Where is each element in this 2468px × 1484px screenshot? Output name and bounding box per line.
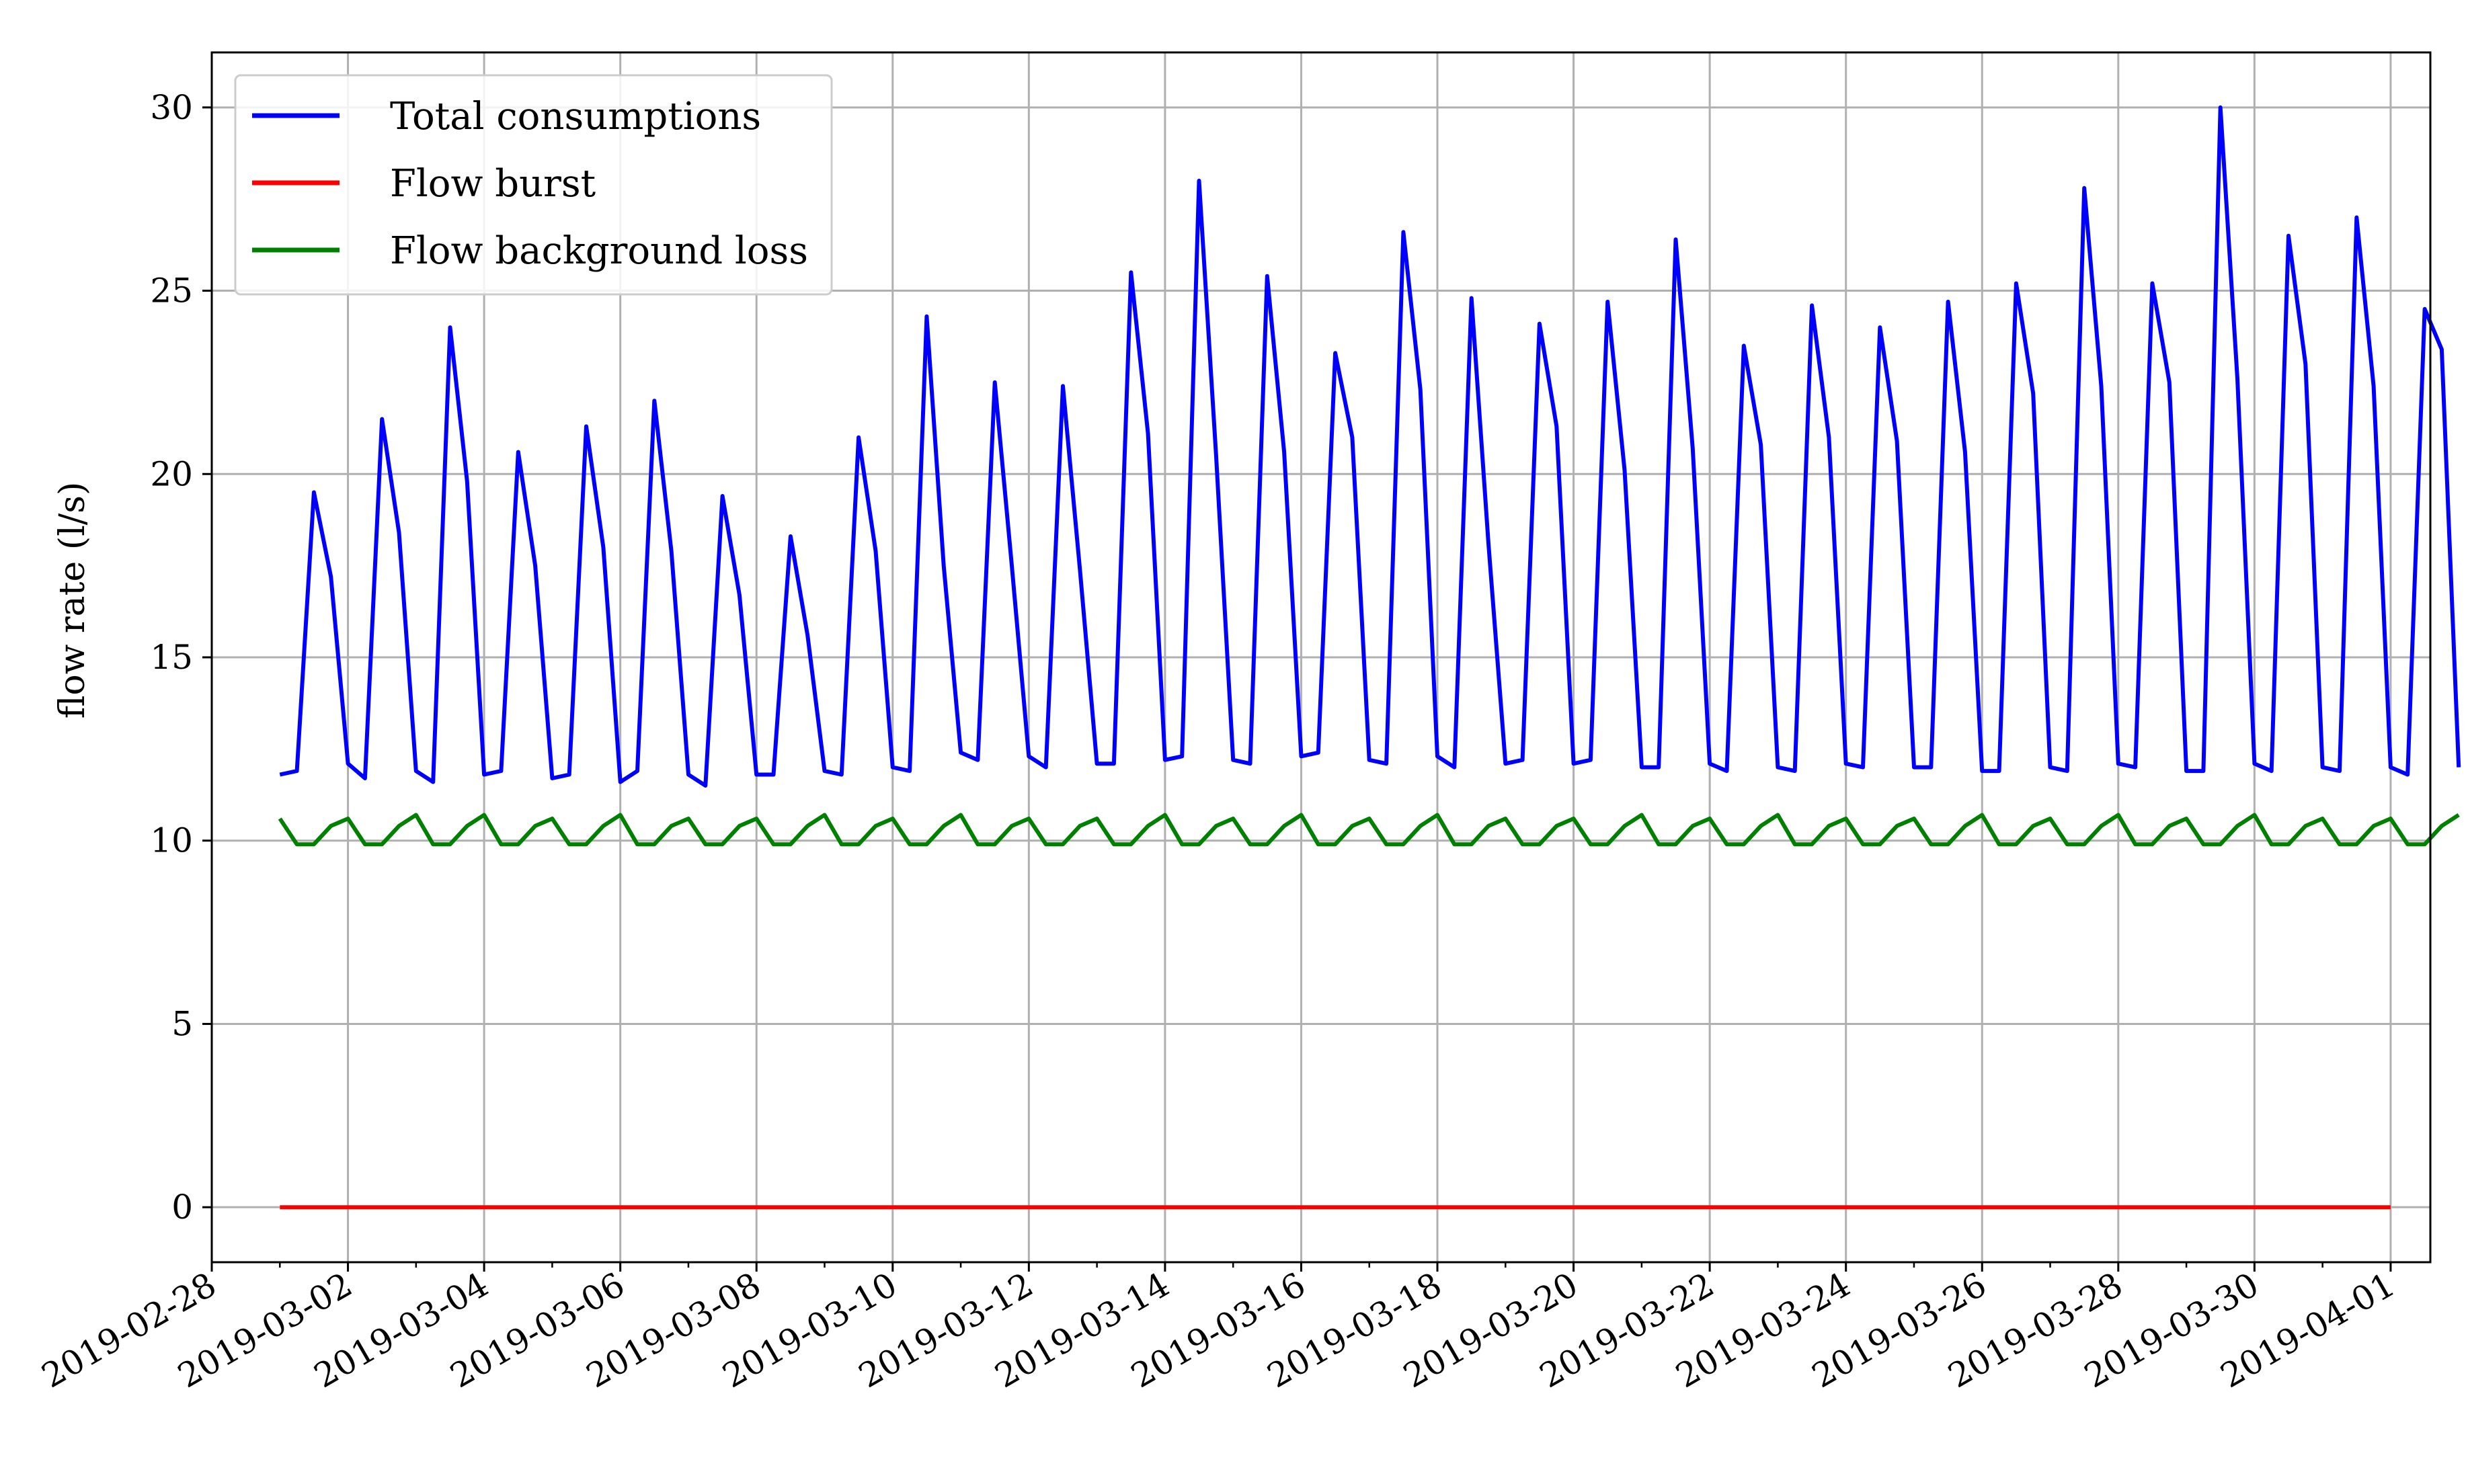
series-line (279, 105, 2461, 788)
y-tick-label: 5 (171, 1004, 193, 1043)
legend-box (234, 74, 833, 296)
y-axis-label: flow rate (l/s) (52, 482, 93, 719)
y-tick-label: 25 (150, 272, 193, 311)
series-line (278, 813, 2460, 847)
legend-entry: Total consumptions (390, 95, 761, 138)
y-tick-label: 15 (150, 638, 193, 677)
legend-entry: Flow background loss (390, 229, 808, 273)
y-tick-label: 0 (171, 1188, 193, 1227)
y-tick-label: 10 (150, 821, 193, 860)
legend-entry: Flow burst (390, 162, 596, 206)
legend: Total consumptions Flow burst Flow backgro… (234, 74, 833, 296)
y-tick-label: 20 (150, 454, 193, 493)
y-tick-label: 30 (150, 88, 193, 127)
plot-area (278, 105, 2461, 1210)
